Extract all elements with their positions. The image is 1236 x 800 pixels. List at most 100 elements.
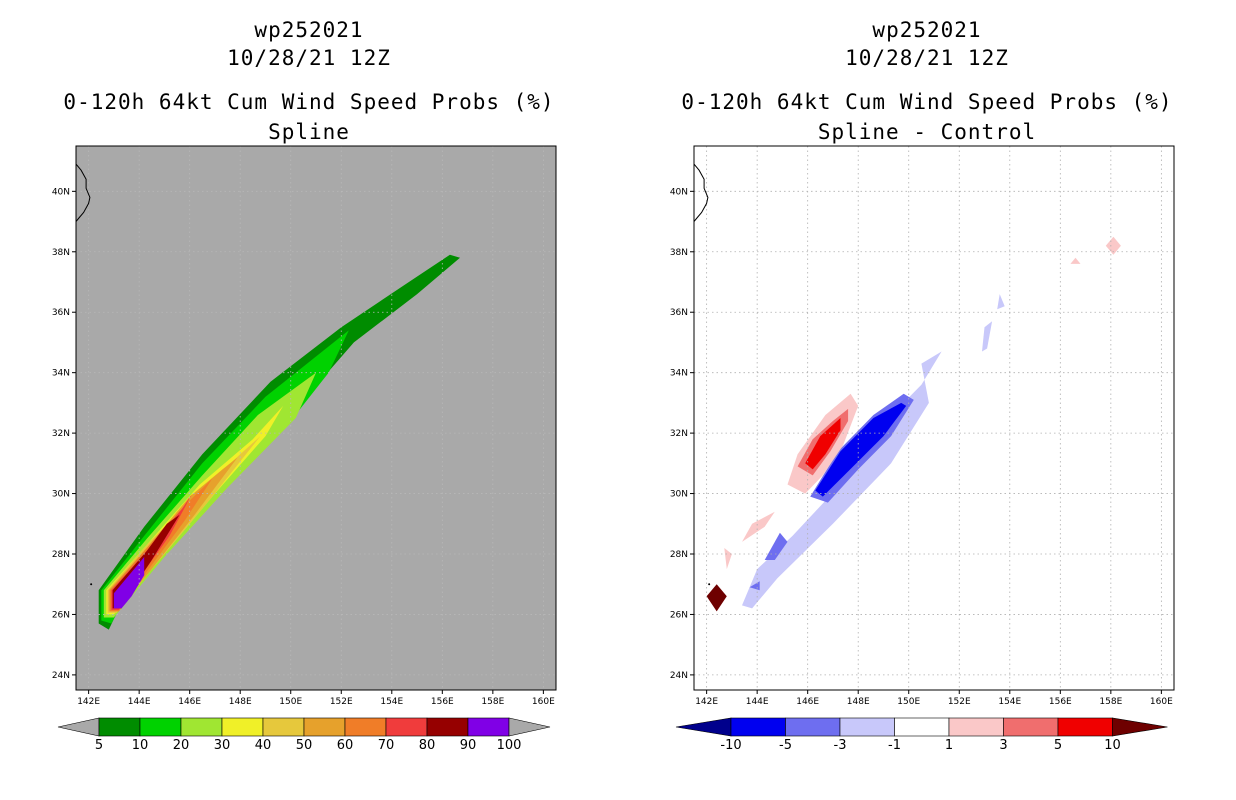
x-tick-label: 148E <box>229 697 252 707</box>
colorbar-swatch <box>221 717 264 737</box>
left-subtitle: Spline <box>268 120 350 144</box>
prob-contour-9 <box>113 557 145 609</box>
y-tick-label: 36N <box>52 308 70 318</box>
colorbar-label: 70 <box>378 738 395 753</box>
colorbar-swatch <box>948 717 1004 737</box>
colorbar-swatch <box>730 717 786 737</box>
colorbar-swatch <box>303 717 346 737</box>
x-tick-label: 148E <box>847 697 870 707</box>
colorbar-label: -3 <box>834 738 847 753</box>
y-tick-label: 30N <box>670 490 688 500</box>
y-tick-label: 38N <box>52 248 70 258</box>
coastline <box>693 163 709 222</box>
right-map-plot: 142E 144E 146E 148E 150E 152E 154E 156E 158E 160E… <box>670 145 1175 753</box>
left-map-plot: 142E 144E 146E 148E 150E 152E 154E 156E 158E 160E… <box>52 145 557 753</box>
y-tick-label: 40N <box>670 187 688 197</box>
left-storm-id: wp252021 <box>254 18 364 42</box>
y-tick-label: 34N <box>670 369 688 379</box>
y-tick-label: 40N <box>52 187 70 197</box>
x-tick-label: 144E <box>128 697 151 707</box>
x-tick-label: 146E <box>178 697 201 707</box>
right-date: 10/28/21 12Z <box>845 46 1009 70</box>
x-tick-label: 144E <box>746 697 769 707</box>
x-tick-label: 160E <box>1150 697 1173 707</box>
colorbar-swatch <box>262 717 305 737</box>
colorbar-label: 10 <box>132 738 149 753</box>
left-title: 0-120h 64kt Cum Wind Speed Probs (%) <box>63 90 555 114</box>
colorbar-label: -5 <box>779 738 792 753</box>
coastline <box>75 163 91 222</box>
y-tick-label: 32N <box>52 429 70 439</box>
y-tick-label: 28N <box>670 550 688 560</box>
colorbar-label: 3 <box>999 738 1007 753</box>
y-tick-label: 30N <box>52 490 70 500</box>
left-date: 10/28/21 12Z <box>227 46 391 70</box>
colorbar-label: 50 <box>296 738 313 753</box>
plot-background <box>76 146 556 690</box>
x-tick-label: 150E <box>897 697 920 707</box>
y-tick-label: 26N <box>52 610 70 620</box>
x-tick-label: 142E <box>77 697 100 707</box>
diff-region-6 <box>815 402 907 497</box>
x-tick-label: 154E <box>380 697 403 707</box>
right-subtitle: Spline - Control <box>817 120 1037 144</box>
y-tick-label: 32N <box>670 429 688 439</box>
colorbar-swatch <box>894 717 950 737</box>
colorbar-label: 30 <box>214 738 231 753</box>
x-tick-label: 158E <box>1099 697 1122 707</box>
diff-region-11 <box>1105 236 1121 255</box>
colorbar-label: 60 <box>337 738 354 753</box>
plot-frame <box>693 145 1175 691</box>
island-marker <box>708 583 711 586</box>
colorbar-label: 20 <box>173 738 190 753</box>
colorbar-label: 1 <box>945 738 953 753</box>
x-tick-label: 160E <box>532 697 555 707</box>
colorbar-swatch <box>1057 717 1113 737</box>
colorbar-label: 5 <box>95 738 103 753</box>
island-marker <box>90 583 93 586</box>
diff-region-10 <box>1070 257 1081 264</box>
colorbar-label: -10 <box>720 738 741 753</box>
colorbar-label: 5 <box>1054 738 1062 753</box>
y-tick-label: 28N <box>52 550 70 560</box>
x-tick-label: 156E <box>1049 697 1072 707</box>
colorbar-swatch <box>385 717 428 737</box>
right-chart-panel: wp252021 10/28/21 12Z 0-120h 64kt Cum Wi… <box>618 0 1236 800</box>
x-tick-label: 152E <box>948 697 971 707</box>
x-tick-label: 156E <box>431 697 454 707</box>
diff-region-4 <box>764 532 788 560</box>
colorbar-label: 10 <box>1104 738 1121 753</box>
colorbar-swatch <box>1003 717 1059 737</box>
colorbar-label: 40 <box>255 738 272 753</box>
x-tick-label: 146E <box>796 697 819 707</box>
diff-region-9 <box>724 548 732 570</box>
diff-region-1 <box>982 321 993 352</box>
diff-region-13 <box>805 418 841 470</box>
colorbar-arrow-right <box>508 717 551 737</box>
y-tick-label: 38N <box>670 248 688 258</box>
colorbar-label: 90 <box>460 738 477 753</box>
colorbar-label: -1 <box>888 738 901 753</box>
x-tick-label: 154E <box>998 697 1021 707</box>
colorbar-swatch <box>98 717 141 737</box>
colorbar-swatch <box>139 717 182 737</box>
colorbar-arrow-left <box>675 717 732 737</box>
x-tick-label: 152E <box>330 697 353 707</box>
colorbar-swatch <box>344 717 387 737</box>
y-tick-label: 34N <box>52 369 70 379</box>
x-tick-label: 142E <box>695 697 718 707</box>
colorbar-swatch <box>426 717 469 737</box>
left-chart-panel: wp252021 10/28/21 12Z 0-120h 64kt Cum Wi… <box>52 18 557 753</box>
diff-region-14 <box>706 584 727 612</box>
right-title: 0-120h 64kt Cum Wind Speed Probs (%) <box>681 90 1173 114</box>
y-tick-label: 36N <box>670 308 688 318</box>
plot-background <box>694 146 1174 690</box>
colorbar-swatch <box>839 717 895 737</box>
colorbar-arrow-left <box>57 717 100 737</box>
x-tick-label: 150E <box>279 697 302 707</box>
y-tick-label: 24N <box>52 671 70 681</box>
colorbar-label: 100 <box>497 738 522 753</box>
colorbar-swatch <box>785 717 841 737</box>
diff-region-2 <box>997 294 1005 310</box>
colorbar-label: 80 <box>419 738 436 753</box>
